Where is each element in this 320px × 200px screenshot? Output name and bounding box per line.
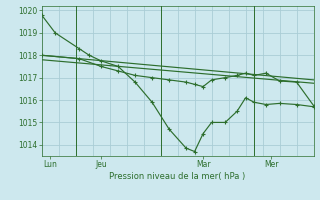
X-axis label: Pression niveau de la mer( hPa ): Pression niveau de la mer( hPa ) [109,172,246,181]
